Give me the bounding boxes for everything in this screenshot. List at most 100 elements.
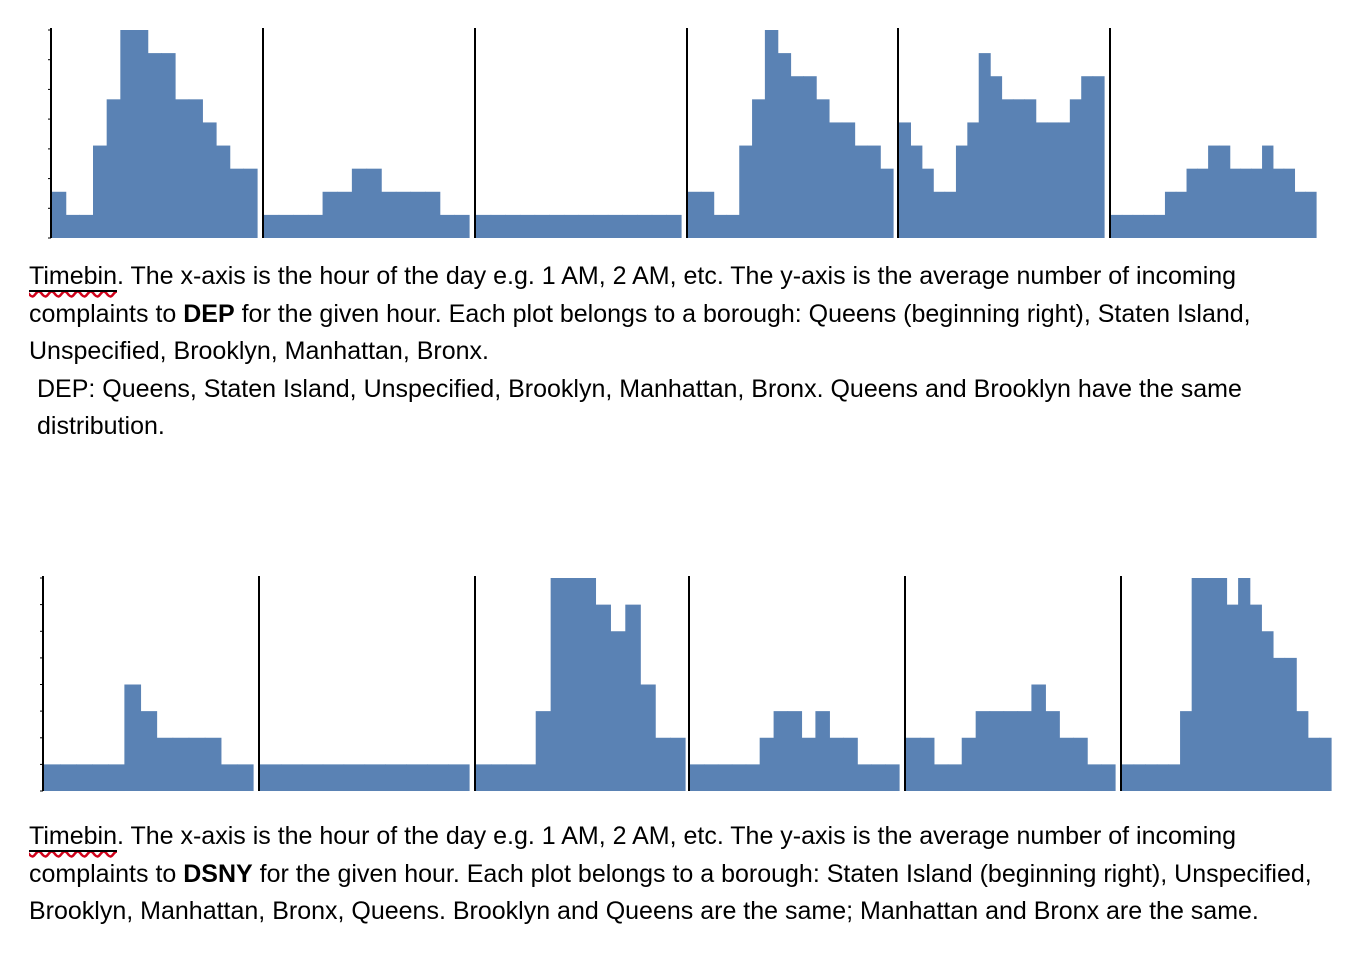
dep-caption-text-a: . The x-axis is the hour of the day e.g.… <box>29 262 1237 328</box>
dep-panel-3-bar <box>549 214 565 238</box>
dep-panel-6-bar <box>1186 168 1198 238</box>
dep-panel-6-bar <box>1154 214 1166 238</box>
dsny-panel-2-bar <box>406 764 428 792</box>
dsny-panel-1-bar <box>220 764 238 792</box>
dep-panel-2-bar <box>381 191 397 238</box>
dsny-panel-5-bar <box>947 764 963 792</box>
dep-panel-4 <box>686 28 894 238</box>
dep-panel-6-bar <box>1218 145 1231 238</box>
dep-caption-paragraph: Timebin. The x-axis is the hour of the d… <box>29 258 1329 371</box>
dsny-caption-text-a: . The x-axis is the hour of the day e.g.… <box>29 822 1237 888</box>
dep-panel-5-bar <box>955 145 968 238</box>
dep-panel-4-bar <box>752 99 766 238</box>
dsny-panel-1-bar <box>108 764 125 792</box>
dsny-agency-label: DSNY <box>183 859 253 888</box>
dep-panel-1-bar <box>134 30 149 238</box>
dsny-panel-6-bar <box>1180 711 1193 792</box>
dep-panel-6-bar <box>1272 168 1285 238</box>
dsny-panel-1-bar <box>44 764 61 792</box>
dep-panel-4-bar <box>688 191 702 238</box>
dsny-panel-6-bar <box>1168 764 1181 792</box>
dep-panel-4-bar <box>700 191 715 238</box>
dep-panel-4-bar <box>828 122 843 238</box>
dsny-panel-3-bar <box>550 578 567 791</box>
dep-panel-1-bar <box>161 53 176 238</box>
dsny-panel-3-bar <box>670 737 686 791</box>
dep-panel-4-bar <box>867 145 881 238</box>
dep-panel-4-bar <box>841 122 856 238</box>
dep-panel-5-bar <box>1047 122 1060 238</box>
dsny-panel-6-bar <box>1238 578 1251 791</box>
dep-panel-1-bar <box>229 168 244 238</box>
dsny-caption-text-b: for the given hour. Each plot belongs to… <box>29 859 1312 926</box>
dep-panel-6-bar <box>1132 214 1144 238</box>
dep-panel-4-bar <box>803 76 817 238</box>
dsny-panel-5-bar <box>919 737 935 791</box>
dep-panel-1-bar <box>188 99 203 238</box>
dep-panel-5-bar <box>1092 76 1105 238</box>
dep-panel-3-bar <box>666 214 682 238</box>
dsny-panel-4-bar <box>829 737 844 791</box>
dep-panel-2-bar <box>425 191 441 238</box>
dsny-panel-2-bar <box>448 764 470 792</box>
dep-panel-1-bar <box>216 145 231 238</box>
dsny-panel-4-bar <box>871 764 886 792</box>
dep-panel-3-bar <box>563 214 580 238</box>
dep-panel-2-bar <box>278 214 294 238</box>
dep-panel-4-bar <box>713 214 728 238</box>
dsny-panel-4 <box>688 576 900 792</box>
dsny-panel-2-bar <box>364 764 386 792</box>
dep-panel-2-bar <box>454 214 470 238</box>
dep-panel-6-bar <box>1283 168 1296 238</box>
dsny-panel-3-bar <box>505 764 522 792</box>
dsny-panel-3-bar <box>580 578 597 791</box>
dep-panel-4-bar <box>777 53 792 238</box>
dep-panel-5-bar <box>910 145 923 238</box>
dsny-panel-1-bar <box>92 764 109 792</box>
dep-panel-3-bar <box>578 214 594 238</box>
dsny-panel-4-bar <box>801 737 816 791</box>
dep-panel-2-bar <box>395 191 412 238</box>
dep-panel-5-bar <box>899 122 911 238</box>
dep-panel-4-bar <box>816 99 830 238</box>
dsny-panel-3-bar <box>565 578 582 791</box>
dsny-panel-6-bar <box>1272 657 1286 792</box>
dep-panel-5-bar <box>921 168 934 238</box>
dsny-panel-4-bar <box>690 764 705 792</box>
dep-panel-5-bar <box>990 76 1003 238</box>
dsny-panel-5-bar <box>1059 737 1074 791</box>
dep-panel-5-bar <box>1081 76 1094 238</box>
dep-panel-4-bar <box>790 76 804 238</box>
dsny-panel-5-bar <box>989 711 1005 792</box>
dep-panel-4-bar <box>739 145 753 238</box>
dep-panel-3-bar <box>505 214 521 238</box>
dsny-histogram-row <box>0 570 1350 800</box>
dep-panel-1-bar <box>93 145 108 238</box>
dep-panel-2-bar <box>322 191 338 238</box>
dsny-panel-4-bar <box>857 764 872 792</box>
dsny-panel-3-bar <box>655 737 671 791</box>
dep-panel-6-bar <box>1229 168 1242 238</box>
dsny-panel-6-bar <box>1296 711 1309 792</box>
dsny-panel-5-bar <box>1017 711 1032 792</box>
dep-caption-text-b: for the given hour. Each plot belongs to… <box>29 299 1251 366</box>
dep-panel-5-bar <box>1058 122 1071 238</box>
dep-panel-3-bar <box>519 214 536 238</box>
dsny-panel-6-bar <box>1145 764 1158 792</box>
dep-panel-6-bar <box>1251 168 1263 238</box>
dep-panel-4-bar <box>764 30 779 238</box>
dsny-panel-5-bar <box>1003 711 1019 792</box>
dep-panel-3-bar <box>637 214 653 238</box>
dsny-panel-5-bar <box>1031 684 1046 791</box>
dep-panel-1-bar <box>65 214 80 238</box>
dsny-panel-2-bar <box>427 764 449 792</box>
dsny-panel-3-bar <box>490 764 507 792</box>
dsny-panel-5-bar <box>1101 764 1116 792</box>
dsny-caption-paragraph: Timebin. The x-axis is the hour of the d… <box>29 818 1329 931</box>
dep-panel-4-bar <box>726 214 740 238</box>
dsny-panel-3-bar <box>625 604 641 792</box>
dsny-panel-2-bar <box>260 764 282 792</box>
dep-panel-5-bar <box>1035 122 1048 238</box>
dsny-panel-1 <box>40 576 254 792</box>
dep-panel-5 <box>897 28 1105 238</box>
